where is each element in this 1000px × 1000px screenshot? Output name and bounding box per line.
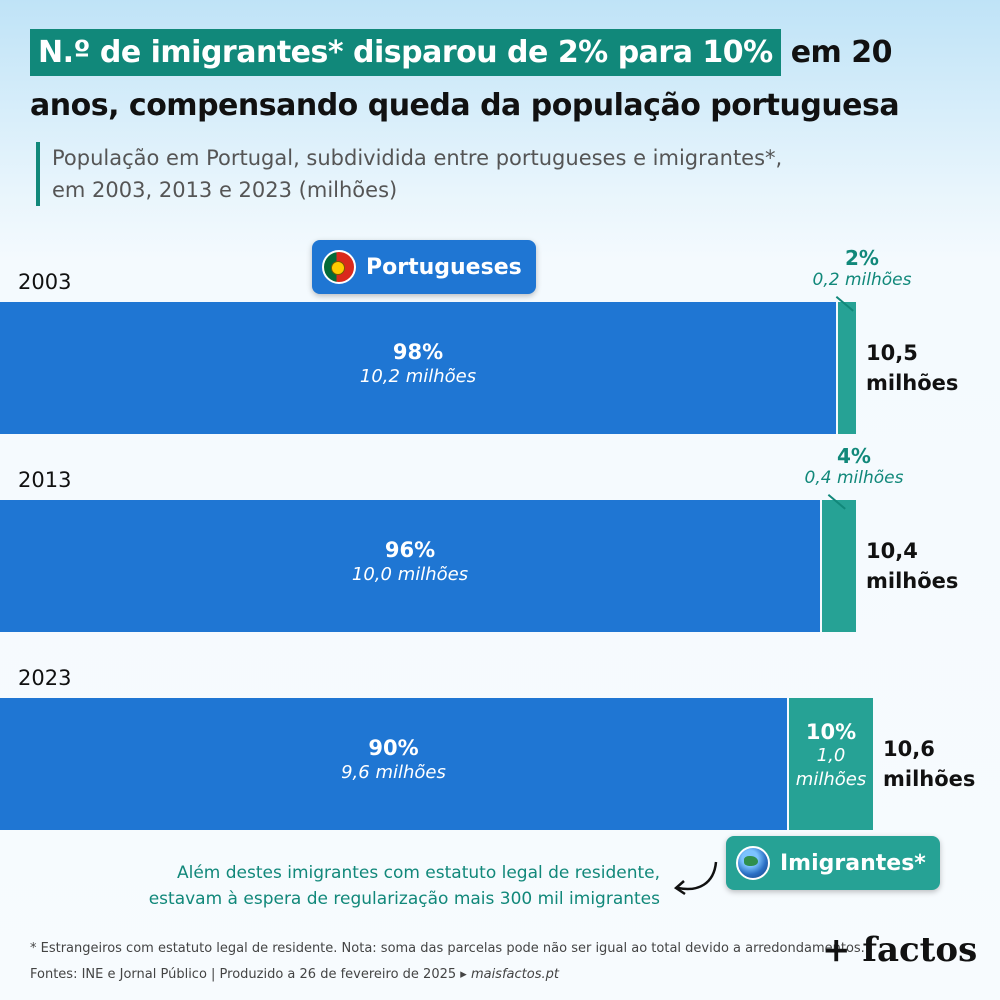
sources-text: Fontes: INE e Jornal Público | Produzido… (30, 967, 467, 982)
curved-arrow-icon (673, 861, 718, 896)
total-value-2003: 10,5 (866, 341, 918, 365)
portugueses-label-2013: 96% 10,0 milhões (310, 538, 510, 585)
bar-imigrantes-2013 (822, 500, 856, 632)
imigrantes-percent-2013: 4% (837, 444, 871, 468)
site-link[interactable]: maisfactos.pt (470, 967, 559, 982)
imigrantes-value-2013: 0,4 milhões (804, 468, 904, 488)
factos-logo: + factos (822, 930, 978, 970)
portugueses-label-2023: 90% 9,6 milhões (294, 736, 494, 783)
bar-portugueses-2023 (0, 698, 787, 830)
total-label-2023: 10,6 milhões (883, 734, 975, 794)
legend-imigrantes-label: Imigrantes* (780, 850, 926, 876)
footnote: * Estrangeiros com estatuto legal de res… (30, 941, 865, 956)
bar-portugueses-2013 (0, 500, 820, 632)
subtitle-line-2: em 2003, 2013 e 2023 (milhões) (52, 178, 398, 202)
note-line-2: estavam à espera de regularização mais 3… (148, 889, 660, 909)
chart-subtitle: População em Portugal, subdividida entre… (36, 142, 952, 206)
subtitle-line-1: População em Portugal, subdividida entre… (52, 146, 783, 170)
legend-portugueses: Portugueses (312, 240, 536, 294)
note-line-1: Além destes imigrantes com estatuto lega… (176, 863, 660, 883)
portugueses-value-2013: 10,0 milhões (351, 564, 469, 585)
title-highlight: N.º de imigrantes* disparou de 2% para 1… (30, 28, 781, 76)
year-label-2003: 2003 (18, 270, 72, 294)
portugueses-label-2003: 98% 10,2 milhões (318, 340, 518, 387)
total-label-2003: 10,5 milhões (866, 338, 958, 398)
annotation-note: Além destes imigrantes com estatuto lega… (149, 860, 660, 912)
total-unit-2013: milhões (866, 569, 959, 593)
total-value-2013: 10,4 (866, 539, 918, 563)
title-line-2: anos, compensando queda da população por… (30, 88, 900, 123)
imigrantes-value-2003: 0,2 milhões (812, 270, 912, 290)
bar-imigrantes-2003 (838, 302, 856, 434)
total-label-2013: 10,4 milhões (866, 536, 958, 596)
imigrantes-value-unit-2023: milhões (795, 769, 867, 790)
total-value-2023: 10,6 (883, 737, 935, 761)
imigrantes-value-2023: 1,0 (816, 745, 846, 766)
imigrantes-label-2003: 2% 0,2 milhões (797, 246, 927, 290)
imigrantes-label-2023: 10% 1,0 milhões (788, 720, 874, 792)
footer: * Estrangeiros com estatuto legal de res… (30, 936, 865, 988)
total-unit-2023: milhões (883, 767, 976, 791)
imigrantes-percent-2023: 10% (805, 720, 857, 744)
sources-line: Fontes: INE e Jornal Público | Produzido… (30, 962, 865, 988)
imigrantes-label-2013: 4% 0,4 milhões (789, 444, 919, 488)
portugueses-percent-2003: 98% (392, 340, 444, 364)
legend-portugueses-label: Portugueses (366, 254, 522, 280)
year-label-2023: 2023 (18, 666, 72, 690)
imigrantes-percent-2003: 2% (845, 246, 879, 270)
bar-portugueses-2003 (0, 302, 836, 434)
globe-icon (736, 846, 770, 880)
legend-imigrantes: Imigrantes* (726, 836, 940, 890)
title-rest: em 20 (790, 34, 893, 70)
year-label-2013: 2013 (18, 468, 72, 492)
portugal-flag-icon (322, 250, 356, 284)
portugueses-percent-2023: 90% (368, 736, 419, 760)
total-unit-2003: milhões (866, 371, 959, 395)
bar-imigrantes-2023 (789, 698, 873, 830)
portugueses-value-2023: 9,6 milhões (341, 762, 446, 783)
portugueses-value-2003: 10,2 milhões (359, 366, 477, 387)
chart-title: N.º de imigrantes* disparou de 2% para 1… (30, 22, 980, 123)
portugueses-percent-2013: 96% (384, 538, 436, 562)
